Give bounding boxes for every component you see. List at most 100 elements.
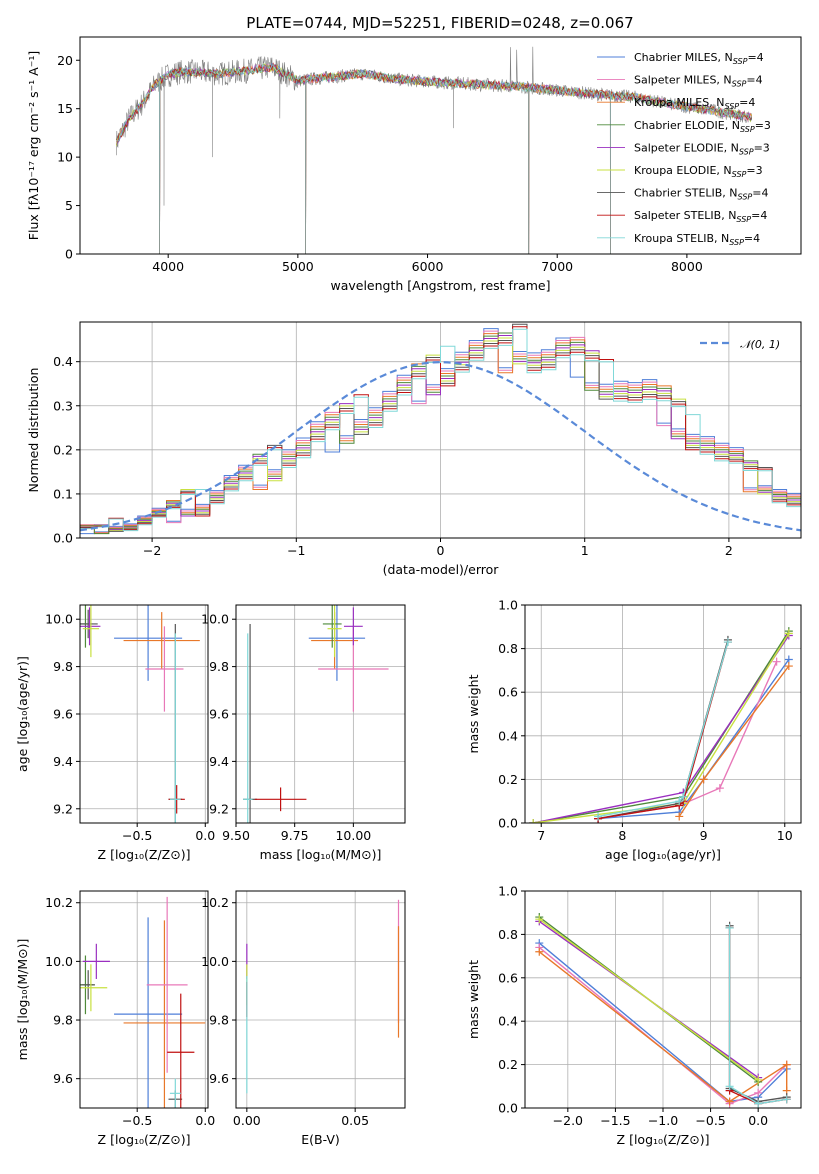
y-tick-label: 10.0	[201, 612, 229, 627]
y-tick-label: 0.4	[498, 728, 518, 743]
y-tick-label: 0.4	[498, 1014, 518, 1029]
axes-frame	[79, 890, 209, 1109]
errorbar-point	[123, 612, 200, 669]
y-tick-label: 0.6	[498, 685, 518, 700]
errorbar-point	[114, 917, 183, 1108]
panel-5: 7 8 9 10 0.0 0.2 0.4 0.6 0.8 1.0 age [log₁₀(age/yr…	[466, 598, 802, 862]
y-tick-label: 10.0	[201, 954, 229, 969]
y-axis-label: mass [log₁₀(M/M⊙)]	[15, 939, 30, 1061]
model-spectrum-kroupa-miles	[116, 64, 753, 254]
errorbar-point	[80, 964, 108, 1012]
weight-marker	[754, 1088, 763, 1097]
x-tick-label: 0.0	[748, 1113, 768, 1128]
y-tick-label: 9.8	[53, 1013, 73, 1028]
x-tick-label: 9.75	[281, 828, 309, 843]
y-axis-label: mass weight	[466, 674, 481, 753]
y-tick-label: 9.8	[209, 1013, 229, 1028]
panel-1: 4000 5000 6000 7000 8000 0 5 10 15 20 wavelength […	[26, 36, 802, 293]
y-axis-label: Flux [fλ10⁻¹⁷ erg cm⁻² s⁻¹ A⁻¹]	[26, 51, 41, 240]
weight-marker	[699, 775, 708, 784]
y-tick-label: 0.6	[498, 970, 518, 985]
x-tick-label: 4000	[152, 259, 184, 274]
legend-entry: Chabrier ELODIE, NSSP=3	[634, 119, 771, 134]
x-tick-label: 2	[725, 543, 733, 558]
errorbar-point	[243, 633, 253, 823]
y-tick-label: 0.0	[498, 816, 518, 831]
weight-marker	[675, 812, 684, 821]
x-tick-label: 8	[618, 828, 626, 843]
y-tick-label: 0.2	[498, 1057, 518, 1072]
y-tick-label: 0.2	[53, 442, 73, 457]
y-axis-label: mass weight	[466, 960, 481, 1039]
x-tick-label: −1.5	[600, 1113, 630, 1128]
x-tick-label: 0	[437, 543, 445, 558]
panel-7: 0.00 0.05 9.6 9.8 10.0 10.2 E(B-V)	[201, 890, 406, 1147]
errorbar-point	[81, 970, 95, 1000]
panel-6: −0.5 0.0 9.6 9.8 10.0 10.2 Z [log₁₀(Z/Z⊙)] mass…	[15, 890, 215, 1147]
errorbar-point	[80, 609, 98, 639]
model-spectrum-salpeter-elodie	[116, 63, 752, 254]
x-tick-label: 1	[581, 543, 589, 558]
legend-entry: Salpeter ELODIE, NSSP=3	[634, 141, 770, 156]
y-tick-label: 10.0	[45, 612, 73, 627]
weight-marker	[675, 797, 684, 806]
y-tick-label: 9.8	[53, 659, 73, 674]
y-tick-label: 5	[65, 198, 73, 213]
y-axis-label: age [log₁₀(age/yr)]	[15, 656, 30, 772]
weight-marker	[754, 1075, 763, 1084]
weight-marker	[784, 629, 793, 638]
weight-line-kroupa-elodie	[533, 632, 790, 823]
weight-line-salpeter-elodie	[532, 635, 790, 823]
x-tick-label: 6000	[412, 259, 444, 274]
x-tick-label: 7000	[541, 259, 573, 274]
y-tick-label: 1.0	[498, 598, 518, 613]
errorbar-point	[82, 943, 110, 979]
weight-line-chabrier-elodie	[532, 630, 790, 823]
weight-line-kroupa-stelib	[728, 927, 787, 1105]
y-tick-label: 0.0	[53, 531, 73, 546]
y-tick-label: 0.8	[498, 641, 518, 656]
errorbar-point	[114, 605, 183, 681]
weight-marker	[725, 1082, 734, 1091]
y-tick-label: 0.2	[498, 772, 518, 787]
x-axis-label: mass [log₁₀(M/M⊙)]	[260, 847, 382, 862]
model-spectrum-chabrier-miles	[115, 62, 753, 254]
plot-area	[243, 605, 389, 823]
model-spectrum-kroupa-elodie	[115, 63, 753, 254]
y-tick-label: 0.0	[498, 1101, 518, 1116]
plot-area	[535, 913, 791, 1108]
legend-entry: Kroupa MILES, NSSP=4	[634, 96, 755, 111]
plot-area	[80, 323, 801, 535]
errorbar-point	[145, 626, 184, 712]
y-tick-label: 0.3	[53, 398, 73, 413]
plot-area	[80, 896, 206, 1108]
y-tick-label: 9.2	[209, 801, 229, 816]
x-tick-label: 10	[777, 828, 793, 843]
histogram-chabrier-miles	[80, 328, 801, 535]
weight-marker	[725, 1097, 734, 1106]
plot-area	[115, 46, 753, 254]
x-tick-label: 5000	[282, 259, 314, 274]
x-axis-label: Z [log₁₀(Z/Z⊙)]	[98, 1132, 191, 1147]
errorbar-point	[254, 787, 307, 812]
errorbar-point	[123, 920, 206, 1108]
errorbar-point	[169, 633, 181, 823]
weight-marker	[535, 947, 544, 956]
x-tick-label: 8000	[671, 259, 703, 274]
y-tick-label: 9.2	[53, 801, 73, 816]
legend-entry: Kroupa ELODIE, NSSP=3	[634, 164, 763, 179]
x-axis-label: Z [log₁₀(Z/Z⊙)]	[98, 847, 191, 862]
y-tick-label: 0.1	[53, 486, 73, 501]
weight-line-kroupa-miles	[678, 665, 790, 817]
x-tick-label: −0.5	[695, 1113, 725, 1128]
errorbar-point	[343, 607, 363, 646]
errorbar-point	[327, 605, 342, 658]
panel-4: 9.50 9.75 10.00 9.2 9.4 9.6 9.8 10.0 mass [log₁₀…	[201, 604, 406, 862]
panel-8: −2.0 −1.5 −1.0 −0.5 0.0 0.0 0.2 0.4 0.6 0.8 1.0 Z […	[466, 884, 802, 1147]
x-tick-label: 9.50	[222, 828, 250, 843]
weight-marker	[725, 923, 734, 932]
x-tick-label: 0.05	[341, 1113, 369, 1128]
errorbar-point	[169, 1078, 181, 1108]
